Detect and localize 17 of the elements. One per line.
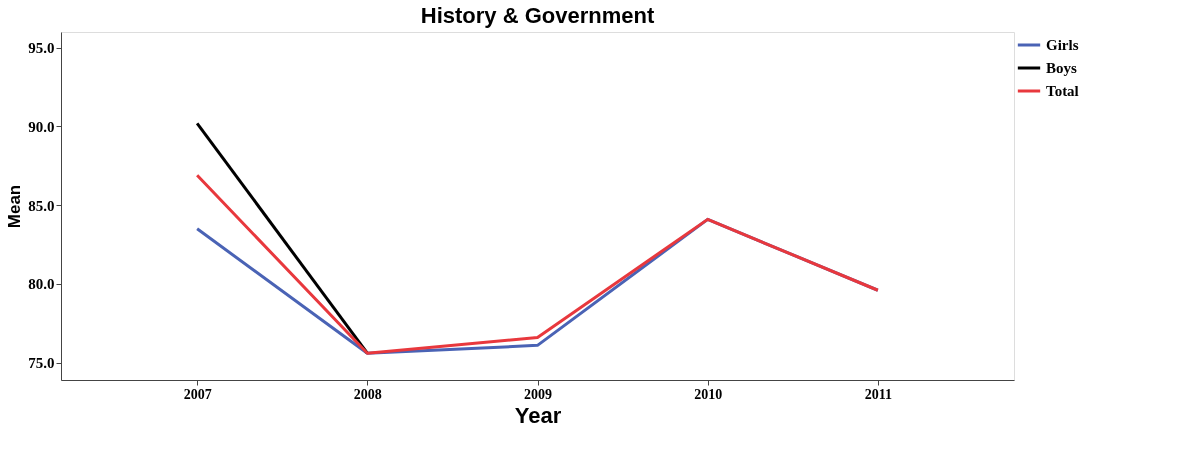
- legend-label: Total: [1046, 83, 1079, 99]
- x-tick-label: 2010: [694, 386, 723, 402]
- x-tick-label: 2011: [864, 386, 892, 402]
- x-tick-label: 2007: [183, 386, 212, 402]
- x-tick-label: 2009: [524, 386, 552, 402]
- chart-title: History & Government: [420, 3, 655, 28]
- y-axis-title: Mean: [5, 184, 25, 229]
- x-tick-label: 2008: [353, 386, 382, 402]
- y-tick-label: 85.0: [28, 197, 55, 214]
- legend-label: Girls: [1046, 37, 1079, 53]
- y-tick-label: 95.0: [28, 40, 55, 57]
- y-tick-label: 80.0: [28, 276, 55, 293]
- x-axis-title: Year: [514, 402, 562, 428]
- y-tick-label: 75.0: [28, 355, 55, 372]
- legend-label: Boys: [1046, 60, 1077, 76]
- y-tick-label: 90.0: [28, 118, 55, 135]
- line-series: [195, 173, 880, 355]
